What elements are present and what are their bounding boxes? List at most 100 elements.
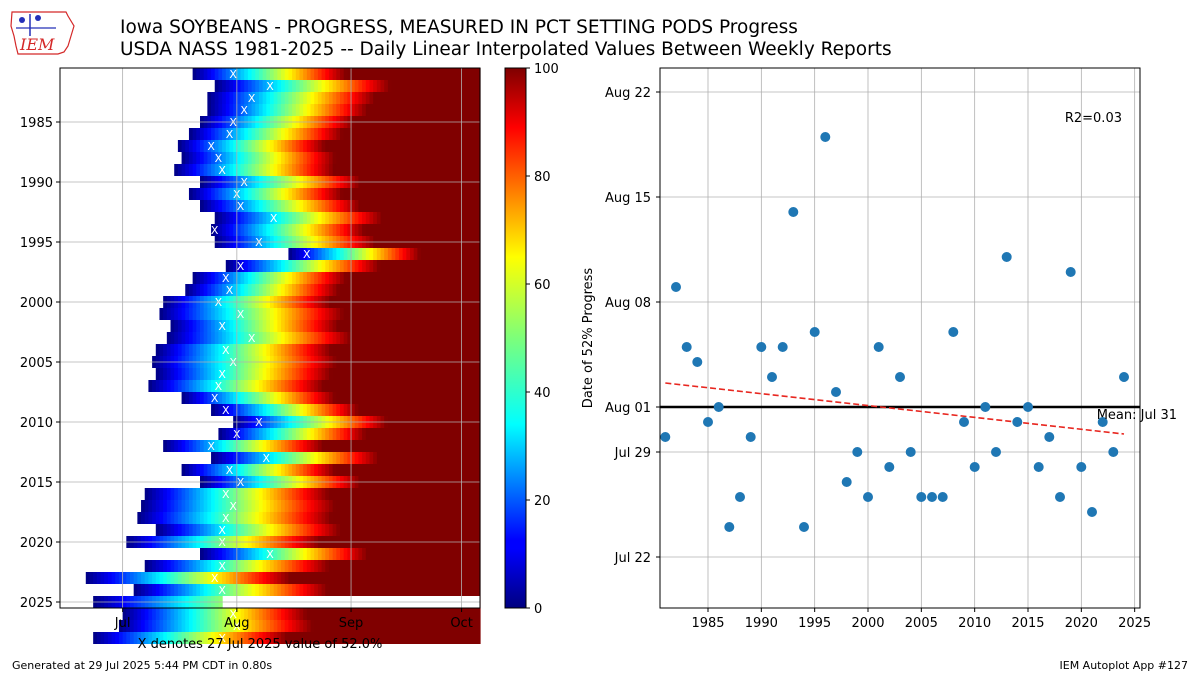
heatmap-cell [410,140,415,152]
heatmap-cell [310,332,315,344]
heatmap-cell [347,284,352,296]
heatmap-x-marker: X [226,464,234,477]
heatmap-cell [310,440,315,452]
heatmap-cell [306,560,312,572]
heatmap-cell [395,320,400,332]
heatmap-cell [288,152,293,164]
heatmap-cell [192,140,197,152]
heatmap-cell [174,632,179,644]
heatmap-cell [421,632,426,644]
heatmap-cell [222,128,227,140]
heatmap-cell [421,224,426,236]
heatmap-cell [468,344,474,356]
scatter-ytick-label: Jul 29 [614,446,651,461]
heatmap-cell [247,188,253,200]
heatmap-cell [391,560,396,572]
heatmap-cell [376,104,382,116]
heatmap-cell [255,212,260,224]
heatmap-cell [417,632,422,644]
heatmap-cell [358,512,363,524]
heatmap-cell [240,188,245,200]
heatmap-cell [295,620,301,632]
heatmap-cell [443,104,448,116]
heatmap-cell [387,260,393,272]
heatmap-cell [211,188,216,200]
heatmap-cell [351,104,356,116]
heatmap-xtick-label: Oct [450,616,472,631]
heatmap-cell [410,620,415,632]
heatmap-cell [461,584,466,596]
heatmap-cell [410,92,415,104]
heatmap-cell [428,92,433,104]
heatmap-row-1983: X [207,92,481,105]
heatmap-cell [203,332,208,344]
heatmap-cell [432,368,437,380]
heatmap-cell [207,164,212,176]
heatmap-cell [428,188,433,200]
heatmap-cell [351,260,356,272]
heatmap-cell [295,140,301,152]
heatmap-cell [314,440,319,452]
heatmap-cell [395,272,400,284]
heatmap-cell [432,200,437,212]
heatmap-row-1991: X [188,188,481,201]
heatmap-cell [365,512,371,524]
heatmap-cell [410,224,415,236]
heatmap-cell [295,452,301,464]
scatter-point [1001,252,1012,262]
heatmap-cell [373,128,378,140]
heatmap-cell [225,464,231,476]
heatmap-cell [439,632,444,644]
heatmap-cell [240,548,245,560]
heatmap-cell [251,428,256,440]
heatmap-cell [196,140,201,152]
heatmap-cell [321,320,326,332]
heatmap-cell [218,152,223,164]
heatmap-cell [384,368,389,380]
heatmap-cell [365,92,371,104]
heatmap-cell [244,572,249,584]
heatmap-cell [277,572,282,584]
heatmap-cell [196,572,201,584]
heatmap-cell [358,200,363,212]
heatmap-cell [306,284,312,296]
heatmap-cell [196,524,201,536]
heatmap-cell [450,572,455,584]
heatmap-cell [236,584,242,596]
heatmap-cell [292,284,297,296]
heatmap-cell [314,488,319,500]
heatmap-cell [351,368,356,380]
heatmap-cell [380,620,385,632]
heatmap-cell [306,104,312,116]
heatmap-cell [413,212,418,224]
heatmap-cell [395,632,400,644]
heatmap-cell [317,620,323,632]
heatmap-cell [421,620,426,632]
heatmap-cell [395,224,400,236]
heatmap-cell [277,344,282,356]
heatmap-cell [314,332,319,344]
heatmap-cell [450,632,455,644]
heatmap-cell [222,320,227,332]
heatmap-cell [292,140,297,152]
heatmap-cell [354,272,360,284]
heatmap-cell [218,92,223,104]
scatter-frame [659,67,1141,609]
heatmap-cell [476,68,481,80]
heatmap-cell [443,560,448,572]
heatmap-cell [465,572,470,584]
heatmap-cell [196,464,201,476]
heatmap-cell [354,488,360,500]
heatmap-cell [410,464,415,476]
heatmap-cell [303,284,308,296]
heatmap-cell [317,608,323,620]
heatmap-cell [446,392,452,404]
heatmap-cell [351,128,356,140]
heatmap-cell [343,152,348,164]
heatmap-cell [454,248,459,260]
heatmap-cell [148,380,153,392]
heatmap-cell [380,212,385,224]
heatmap-cell [203,464,208,476]
heatmap-cell [306,248,312,260]
heatmap-cell [362,284,367,296]
